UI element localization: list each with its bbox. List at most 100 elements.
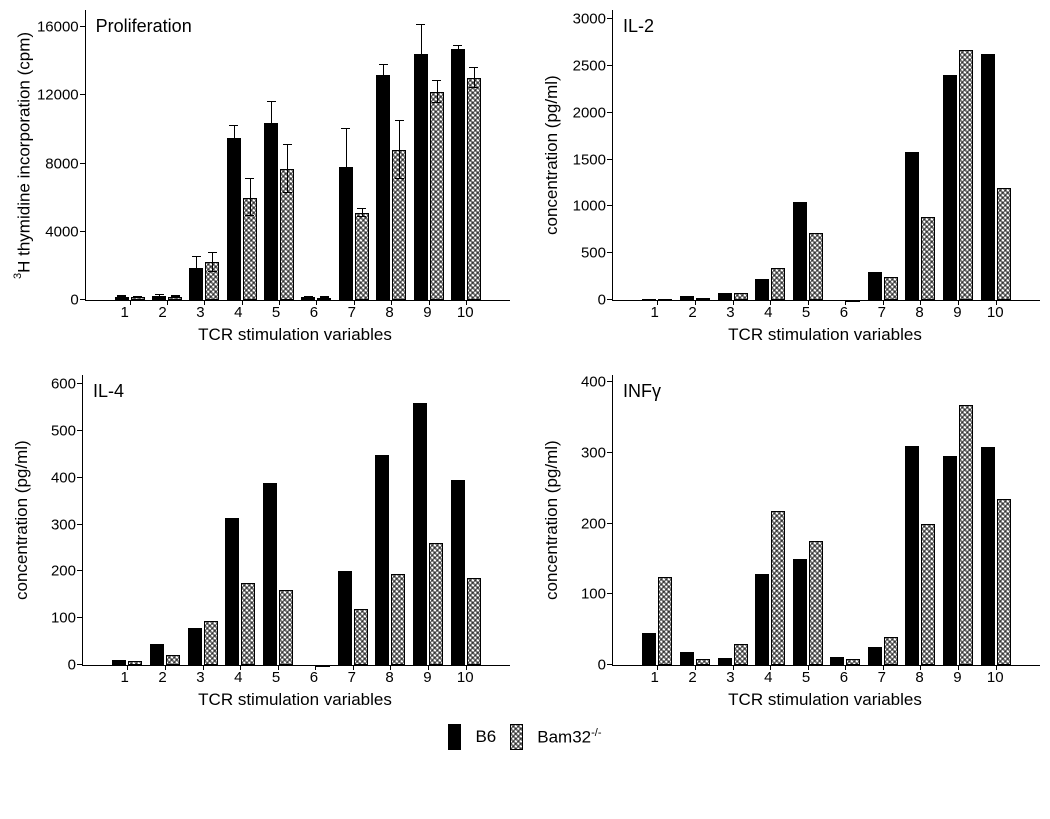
- error-cap: [379, 64, 388, 65]
- bam-bar: [467, 78, 481, 300]
- ytick-label: 3000: [573, 11, 606, 28]
- error-cap: [341, 203, 350, 204]
- xtick-label: 3: [196, 669, 204, 686]
- bam-bar: [429, 543, 443, 665]
- bam-bar: [467, 578, 481, 665]
- bar-group: [868, 637, 898, 665]
- xtick-label: 5: [272, 669, 280, 686]
- xtick-label: 6: [840, 304, 848, 321]
- xtick-label: 1: [121, 304, 129, 321]
- error-bar: [421, 25, 422, 83]
- b6-bar: [868, 272, 882, 300]
- xtick-label: 10: [987, 304, 1004, 321]
- b6-bar: [642, 633, 656, 665]
- panel-infg: concentration (pg/ml)0100200300400INFγ12…: [540, 375, 1040, 710]
- error-cap: [357, 208, 366, 209]
- bam-bar: [884, 277, 898, 300]
- bam-bar: [658, 577, 672, 665]
- ytick-label: 4000: [45, 223, 78, 240]
- xtick-label: 8: [915, 669, 923, 686]
- b6-bar: [755, 574, 769, 665]
- error-bar: [474, 68, 475, 88]
- error-cap: [357, 216, 366, 217]
- b6-bar: [680, 652, 694, 665]
- bar-group: [115, 297, 145, 300]
- x-axis-label: TCR stimulation variables: [610, 690, 1040, 710]
- error-cap: [283, 192, 292, 193]
- xtick-label: 9: [953, 669, 961, 686]
- y-axis-label: 3H thymidine incorporation (cpm): [10, 10, 35, 301]
- b6-bar: [188, 628, 202, 665]
- bar-group: [830, 657, 860, 665]
- bar-group: [263, 483, 293, 665]
- bar-group: [868, 272, 898, 300]
- xtick-label: 6: [840, 669, 848, 686]
- bar-group: [150, 644, 180, 665]
- b6-bar: [376, 75, 390, 300]
- bam-bar: [658, 299, 672, 300]
- bar-group: [642, 299, 672, 300]
- xtick-label: 3: [726, 304, 734, 321]
- ytick-label: 1000: [573, 198, 606, 215]
- error-cap: [155, 296, 164, 297]
- b6-bar: [414, 54, 428, 300]
- bam-bar: [809, 233, 823, 300]
- b6-bar: [868, 647, 882, 665]
- xtick-label: 9: [423, 304, 431, 321]
- ytick-label: 12000: [37, 87, 79, 104]
- y-axis-label: concentration (pg/ml): [10, 375, 32, 666]
- bar-group: [413, 403, 443, 665]
- ytick-label: 2000: [573, 104, 606, 121]
- bam-bar: [166, 655, 180, 665]
- bam-bar: [997, 499, 1011, 665]
- ytick-label: 0: [70, 292, 78, 309]
- ytick-label: 200: [581, 515, 606, 532]
- bam-bar: [241, 583, 255, 665]
- error-bar: [346, 129, 347, 204]
- ytick-label: 200: [51, 563, 76, 580]
- ytick-label: 0: [598, 657, 606, 674]
- bar-group: [642, 577, 672, 665]
- b6-bar: [981, 54, 995, 300]
- error-bar: [271, 102, 272, 143]
- xtick-label: 8: [915, 304, 923, 321]
- bam-bar: [391, 574, 405, 665]
- bam-bar: [696, 298, 710, 300]
- bar-group: [189, 262, 219, 300]
- xtick-label: 6: [310, 669, 318, 686]
- bar-group: [943, 50, 973, 300]
- b6-bar: [413, 403, 427, 665]
- bam-bar: [959, 405, 973, 665]
- error-cap: [267, 101, 276, 102]
- panel-proliferation: 3H thymidine incorporation (cpm) 0 4000 800…: [10, 10, 510, 345]
- ytick-label: 8000: [45, 155, 78, 172]
- bam-bar: [355, 213, 369, 300]
- b6-bar: [150, 644, 164, 665]
- b6-bar: [793, 559, 807, 665]
- b6-bar: [338, 571, 352, 665]
- legend-swatch-b6: [448, 724, 461, 750]
- bar-group: [188, 621, 218, 665]
- error-bar: [234, 126, 235, 150]
- b6-bar: [830, 657, 844, 665]
- b6-bar: [227, 138, 241, 300]
- error-bar: [383, 65, 384, 84]
- error-cap: [155, 294, 164, 295]
- plot-area: Proliferation: [85, 10, 510, 301]
- bar-group: [981, 447, 1011, 665]
- x-axis-label: TCR stimulation variables: [80, 690, 510, 710]
- error-cap: [416, 24, 425, 25]
- xtick-label: 10: [457, 304, 474, 321]
- bar-group: [414, 54, 444, 300]
- error-bar: [437, 81, 438, 103]
- error-cap: [192, 277, 201, 278]
- ytick-label: 100: [51, 610, 76, 627]
- b6-bar: [793, 202, 807, 300]
- xtick-label: 7: [878, 669, 886, 686]
- ytick-label: 100: [581, 586, 606, 603]
- plot-area: IL-2: [612, 10, 1040, 301]
- error-cap: [229, 149, 238, 150]
- legend: B6 Bam32-/-: [10, 724, 1040, 750]
- xtick-label: 4: [234, 669, 242, 686]
- b6-bar: [718, 658, 732, 665]
